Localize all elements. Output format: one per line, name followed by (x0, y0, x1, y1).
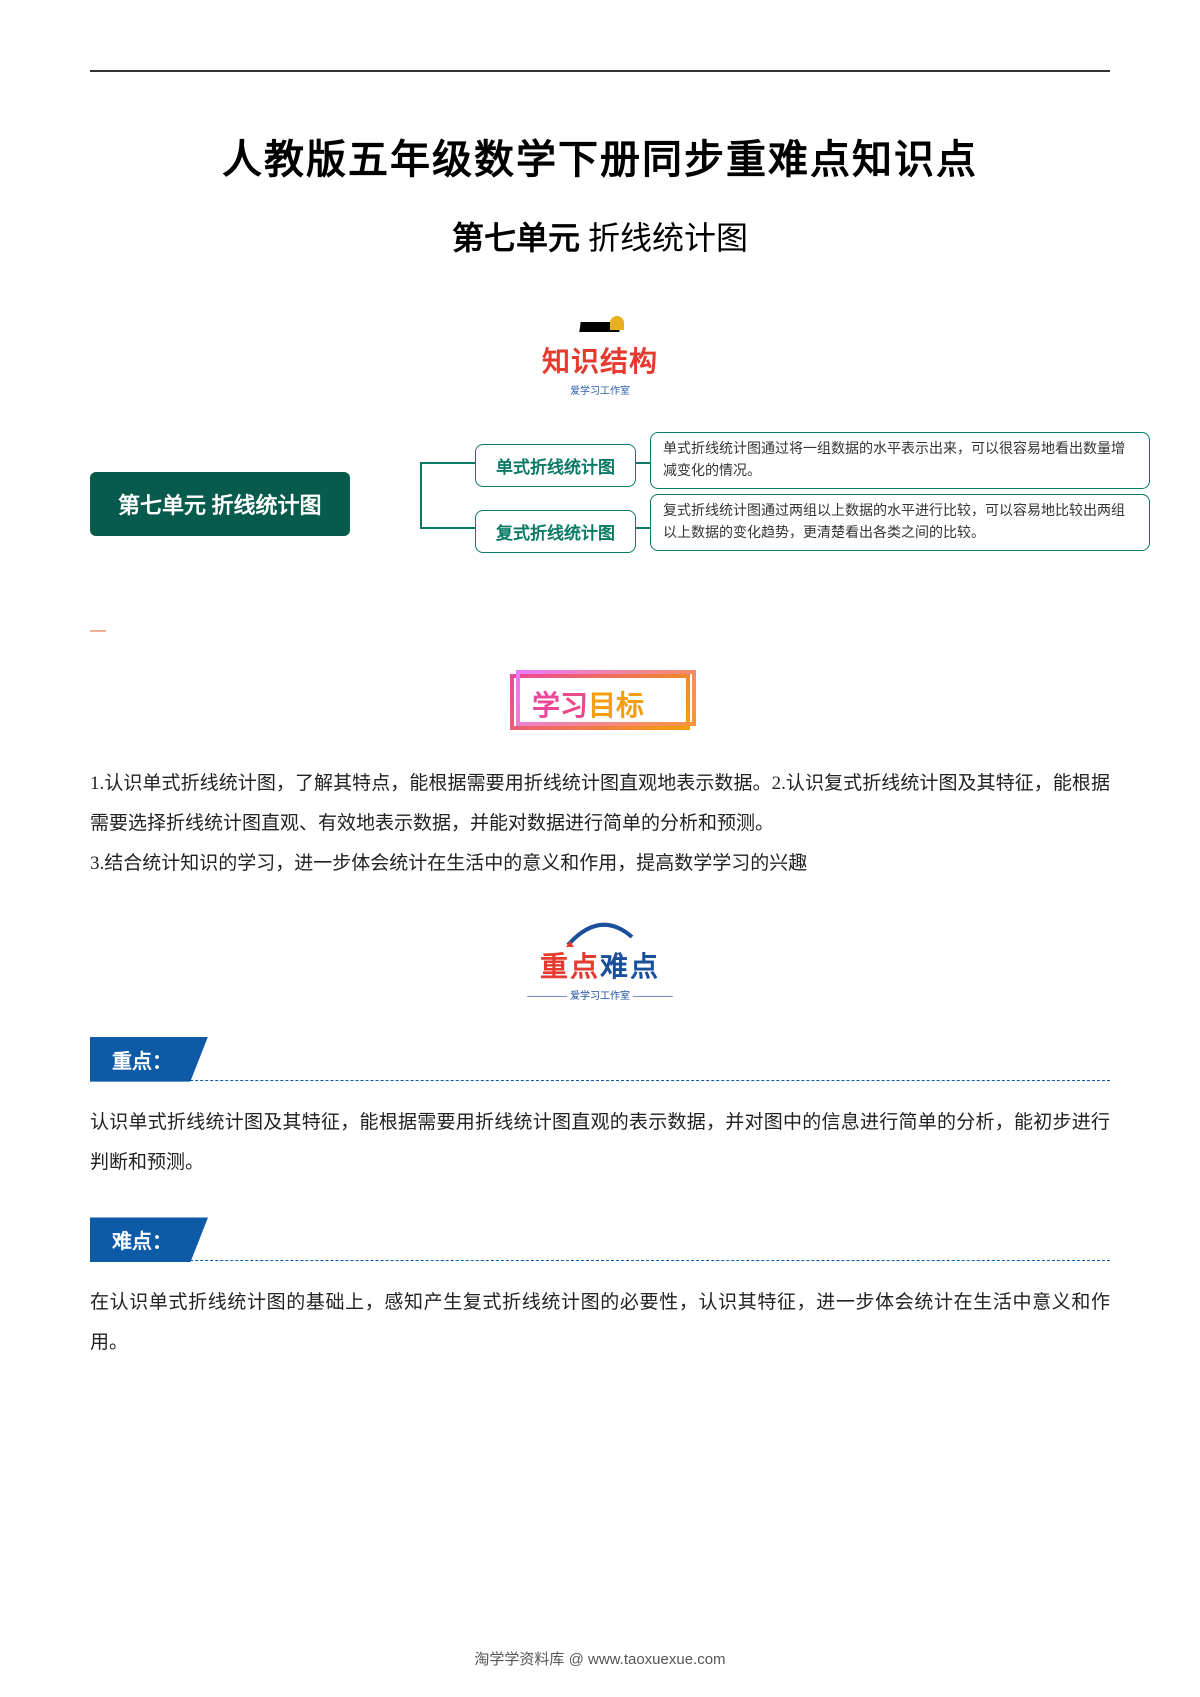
logo-text: 知识结构 (90, 340, 1110, 380)
learning-objectives-logo: 学习目标 (510, 670, 690, 734)
decorative-mark: — (90, 622, 1110, 640)
objectives-paragraph: 1.认识单式折线统计图，了解其特点，能根据需要用折线统计图直观地表示数据。2.认… (90, 764, 1110, 884)
dashed-underline (90, 1080, 1110, 1081)
main-title: 人教版五年级数学下册同步重难点知识点 (90, 127, 1110, 185)
mindmap-leaf: 单式折线统计图通过将一组数据的水平表示出来，可以很容易地看出数量增减变化的情况。 (650, 432, 1150, 489)
sub-title-topic: 折线统计图 (580, 220, 748, 256)
mindmap-branch: 单式折线统计图 (475, 444, 636, 487)
mindmap-diagram: 第七单元 折线统计图 单式折线统计图 复式折线统计图 单式折线统计图通过将一组数… (90, 422, 1110, 592)
logo-subtext: ———— 爱学习工作室 ———— (90, 987, 1110, 1002)
key-points-tag: 重点： (90, 1037, 208, 1082)
key-difficult-logo: 重点难点 ———— 爱学习工作室 ———— (90, 919, 1110, 1002)
connector (420, 462, 422, 527)
dashed-underline (90, 1260, 1110, 1261)
logo-text: 学习目标 (532, 684, 644, 724)
section-tag-row: 难点： (90, 1217, 1110, 1261)
graduation-cap-icon (570, 314, 630, 338)
logo-text: 重点难点 (90, 945, 1110, 985)
difficult-points-text: 在认识单式折线统计图的基础上，感知产生复式折线统计图的必要性，认识其特征，进一步… (90, 1283, 1110, 1363)
knowledge-structure-logo: 知识结构 爱学习工作室 (90, 314, 1110, 397)
section-tag-row: 重点： (90, 1037, 1110, 1081)
key-points-text: 认识单式折线统计图及其特征，能根据需要用折线统计图直观的表示数据，并对图中的信息… (90, 1103, 1110, 1183)
connector (420, 527, 475, 529)
mindmap-branch: 复式折线统计图 (475, 510, 636, 553)
mindmap-root: 第七单元 折线统计图 (90, 472, 350, 536)
difficult-points-tag: 难点： (90, 1217, 208, 1262)
sub-title-unit: 第七单元 (452, 220, 580, 256)
connector (420, 462, 475, 464)
arc-star-icon (560, 919, 640, 949)
page-footer: 淘学学资料库 @ www.taoxuexue.com (0, 1648, 1200, 1669)
logo-subtext: 爱学习工作室 (90, 382, 1110, 397)
top-rule (90, 70, 1110, 72)
mindmap-leaf: 复式折线统计图通过两组以上数据的水平进行比较，可以容易地比较出两组以上数据的变化… (650, 494, 1150, 551)
sub-title: 第七单元 折线统计图 (90, 213, 1110, 259)
